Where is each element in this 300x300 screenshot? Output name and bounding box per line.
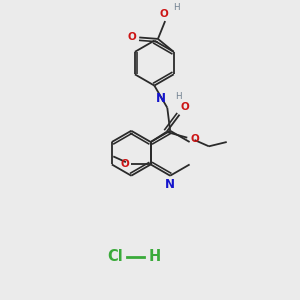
Text: O: O — [120, 160, 129, 170]
Text: O: O — [181, 102, 190, 112]
Text: O: O — [159, 9, 168, 19]
Text: Cl: Cl — [107, 249, 123, 264]
Text: O: O — [127, 32, 136, 43]
Text: H: H — [173, 3, 180, 12]
Text: O: O — [190, 134, 199, 144]
Text: H: H — [148, 249, 161, 264]
Text: N: N — [156, 92, 166, 105]
Text: N: N — [165, 178, 175, 191]
Text: H: H — [175, 92, 182, 101]
